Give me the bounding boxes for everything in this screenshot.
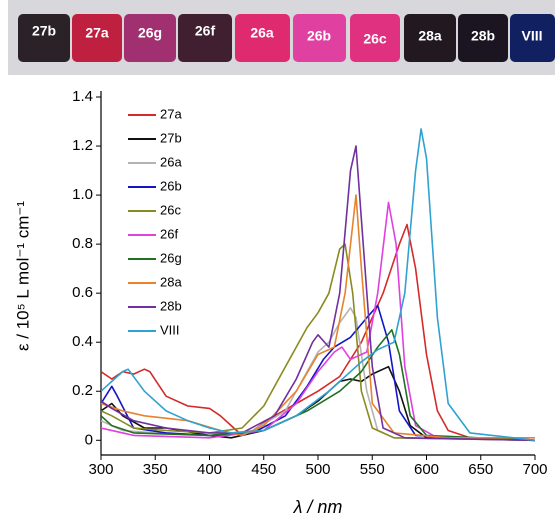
legend-label: VIII: [160, 322, 180, 337]
legend-label: 28a: [160, 274, 182, 289]
x-tick-label: 400: [197, 461, 222, 478]
x-tick-label: 450: [251, 461, 276, 478]
plot-area: [101, 128, 535, 442]
y-tick-label: 0.8: [72, 235, 93, 252]
legend-label: 26b: [160, 178, 182, 193]
vial-label: 28b: [471, 28, 495, 44]
vial: [458, 14, 508, 62]
vial-label: 26b: [307, 28, 331, 44]
y-tick-label: 1.0: [72, 186, 93, 203]
x-tick-label: 550: [360, 461, 385, 478]
legend-label: 27a: [160, 106, 182, 121]
x-tick-label: 300: [88, 461, 113, 478]
series-line: [101, 329, 535, 442]
series-line: [101, 128, 535, 442]
series-line: [101, 304, 535, 442]
series-line: [101, 194, 535, 439]
vial-label: 26f: [195, 23, 216, 39]
vial-label: 28a: [418, 28, 442, 44]
x-tick-label: 500: [305, 461, 330, 478]
y-tick-label: 0.4: [72, 333, 93, 350]
legend-label: 26a: [160, 154, 182, 169]
vial-label: 27a: [85, 25, 109, 41]
legend-label: 26c: [160, 202, 181, 217]
series-line: [101, 243, 535, 442]
y-tick-label: 1.4: [72, 88, 93, 105]
legend-label: 26g: [160, 250, 182, 265]
legend-label: 27b: [160, 130, 182, 145]
y-tick-label: 0: [85, 431, 93, 448]
vial: [124, 14, 176, 62]
vial: [510, 14, 555, 62]
y-tick-label: 0.6: [72, 284, 93, 301]
series-line: [101, 365, 535, 442]
x-tick-label: 350: [143, 461, 168, 478]
vial: [18, 14, 70, 62]
vial: [293, 14, 346, 62]
vial: [404, 14, 456, 62]
vial: [350, 14, 400, 62]
vial-label: VIII: [521, 28, 542, 44]
x-axis-label: λ / nm: [293, 497, 343, 517]
vial: [178, 14, 232, 62]
vial-label: 26g: [138, 25, 162, 41]
vial: [72, 14, 122, 62]
vial-label: 27b: [32, 23, 56, 39]
vial-label: 26a: [250, 25, 274, 41]
vial-label: 26c: [363, 31, 387, 47]
x-tick-label: 700: [522, 461, 547, 478]
y-tick-label: 0.2: [72, 382, 93, 399]
vial-photo: 27b 27a 26g 26f 26a 26b 26c 28a 28b VIII: [8, 0, 555, 75]
y-axis-label: ε / 10⁵ L mol⁻¹ cm⁻¹: [13, 201, 32, 351]
x-tick-label: 600: [414, 461, 439, 478]
x-tick-label: 650: [468, 461, 493, 478]
vial: [235, 14, 290, 62]
legend-label: 26f: [160, 226, 178, 241]
legend-label: 28b: [160, 298, 182, 313]
y-tick-label: 1.2: [72, 137, 93, 154]
series-line: [101, 145, 535, 442]
